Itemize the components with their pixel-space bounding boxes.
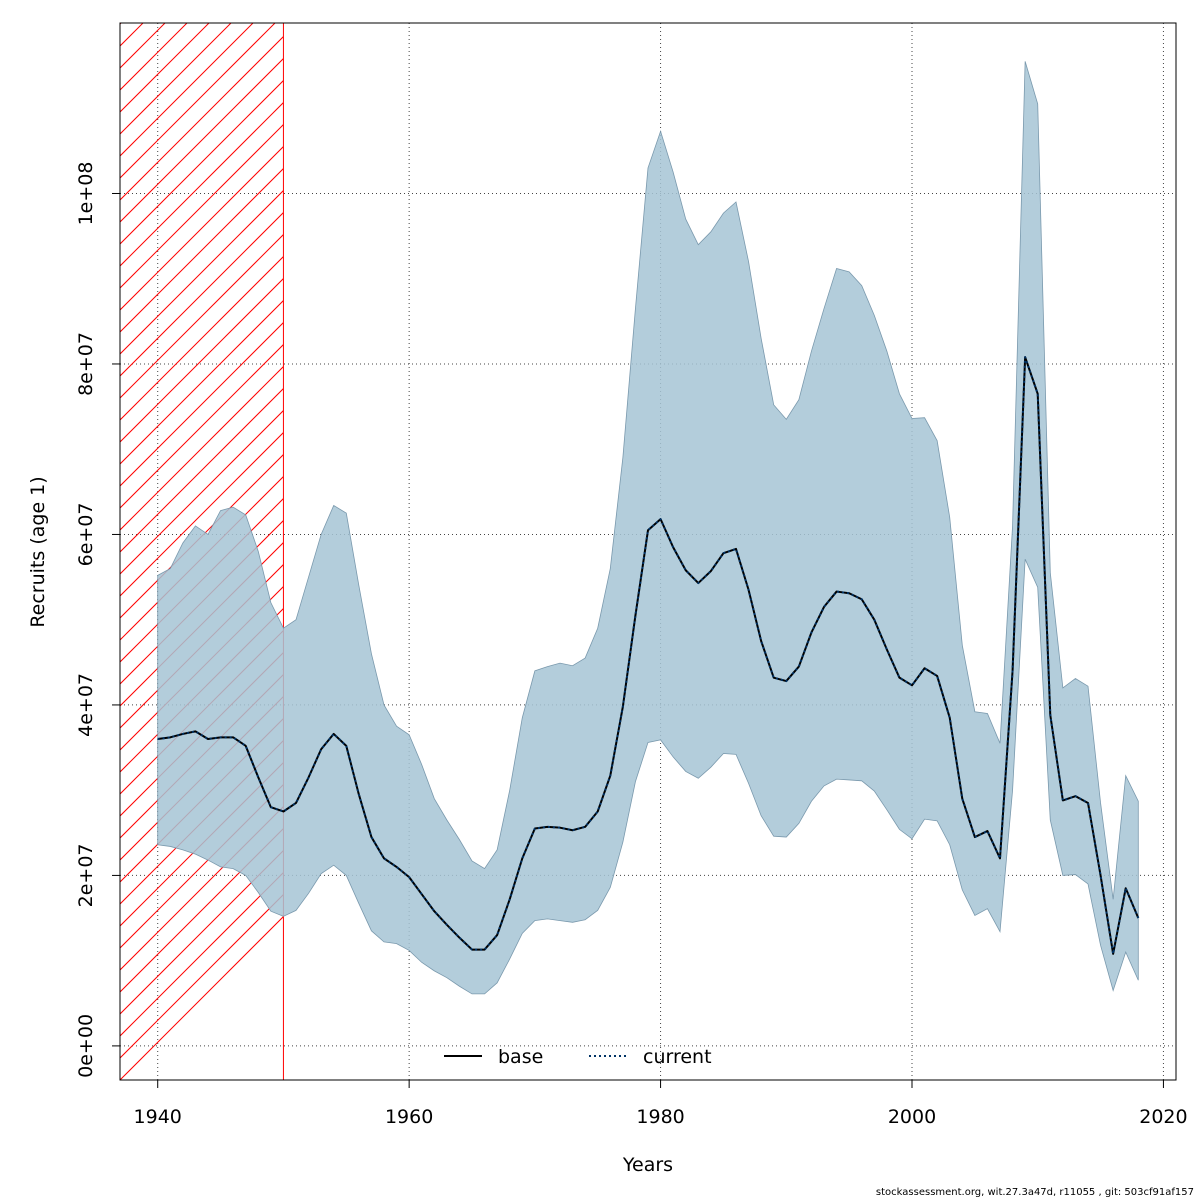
x-tick-label: 2020 — [1139, 1106, 1187, 1128]
series-line-base — [157, 356, 1140, 955]
hatch-line — [120, 23, 210, 113]
hatch-line — [120, 23, 188, 91]
y-tick-label: 4e+07 — [75, 673, 97, 737]
confidence-band-area — [157, 61, 1139, 995]
confidence-band — [157, 61, 1139, 995]
legend-current-label: current — [643, 1046, 712, 1068]
x-tick-label: 1960 — [385, 1106, 433, 1128]
y-tick-label: 0e+00 — [75, 1014, 97, 1078]
hatch-line — [120, 23, 144, 47]
y-tick-label: 2e+07 — [75, 843, 97, 907]
hatch-line — [120, 23, 232, 135]
x-axis: 1940 1960 1980 2000 2020 — [134, 1079, 1188, 1128]
y-tick-label: 1e+08 — [75, 162, 97, 226]
y-axis: 0e+00 2e+07 4e+07 6e+07 8e+07 1e+08 — [75, 162, 121, 1078]
x-tick-label: 1940 — [134, 1106, 182, 1128]
footer-credit: stockassessment.org, wit.27.3a47d, r1105… — [875, 1187, 1194, 1198]
y-tick-label: 6e+07 — [75, 503, 97, 567]
legend-base-label: base — [498, 1046, 543, 1068]
y-tick-label: 8e+07 — [75, 332, 97, 396]
hatch-line — [120, 23, 122, 25]
series-lines — [157, 356, 1140, 955]
hatch-line — [120, 23, 254, 157]
x-axis-title: Years — [622, 1154, 673, 1176]
legend: base current — [444, 1046, 712, 1068]
hatch-line — [118, 0, 1179, 4]
hatch-line — [120, 23, 166, 69]
x-tick-label: 2000 — [888, 1106, 936, 1128]
y-axis-title: Recruits (age 1) — [27, 476, 49, 627]
x-tick-label: 1980 — [636, 1106, 684, 1128]
